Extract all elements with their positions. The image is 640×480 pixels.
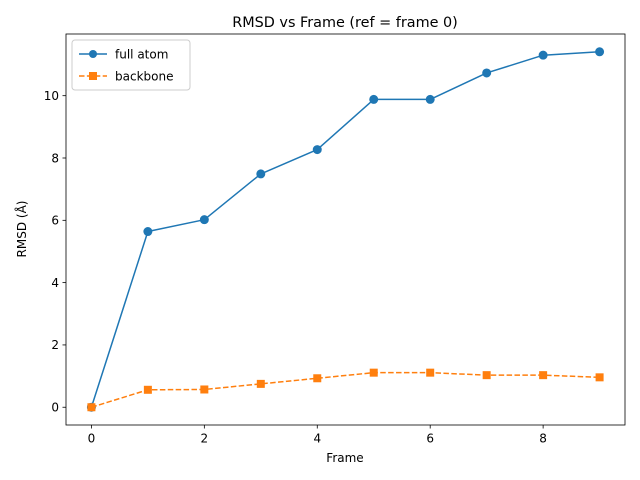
data-point-full-atom [312, 145, 322, 155]
x-tick-label: 0 [88, 432, 96, 446]
legend-box [71, 39, 191, 91]
y-tick-label: 4 [51, 276, 59, 290]
y-axis-label: RMSD (Å) [14, 201, 29, 258]
data-point-backbone [143, 385, 152, 394]
series-line-full-atom [90, 51, 600, 408]
data-point-full-atom [256, 169, 266, 179]
legend-marker-backbone [89, 72, 97, 80]
data-point-backbone [87, 403, 96, 412]
x-tick-label: 6 [426, 432, 434, 446]
data-point-full-atom [538, 50, 548, 60]
x-tick-label: 2 [201, 432, 209, 446]
x-tick-label: 8 [539, 432, 547, 446]
data-point-backbone [313, 374, 322, 383]
legend-label-backbone: backbone [115, 69, 173, 83]
axes-frame [65, 33, 626, 426]
y-tick-label: 6 [51, 214, 59, 228]
legend-label-full-atom: full atom [115, 47, 168, 61]
legend-marker-full-atom [89, 50, 97, 58]
data-point-full-atom [595, 47, 605, 57]
x-axis-label: Frame [326, 451, 363, 465]
y-tick-label: 2 [51, 338, 59, 352]
data-point-full-atom [199, 215, 209, 225]
data-point-full-atom [482, 68, 492, 78]
y-tick-label: 10 [44, 89, 59, 103]
data-point-backbone [595, 373, 604, 382]
data-point-full-atom [369, 94, 379, 104]
plot-area: 0 2 4 6 8 0 2 4 6 8 10 [44, 33, 626, 446]
data-point-backbone [482, 371, 491, 380]
series-line-backbone [91, 371, 600, 408]
x-tick-label: 4 [313, 432, 321, 446]
data-point-backbone [426, 368, 435, 377]
y-tick-label: 8 [51, 151, 59, 165]
data-point-backbone [539, 371, 548, 380]
data-point-backbone [256, 379, 265, 388]
y-tick-label: 0 [51, 401, 59, 415]
data-point-full-atom [143, 227, 153, 237]
chart-title: RMSD vs Frame (ref = frame 0) [232, 15, 458, 31]
data-point-full-atom [425, 94, 435, 104]
data-point-backbone [369, 368, 378, 377]
legend: full atom backbone [71, 39, 191, 91]
data-point-backbone [200, 385, 209, 394]
